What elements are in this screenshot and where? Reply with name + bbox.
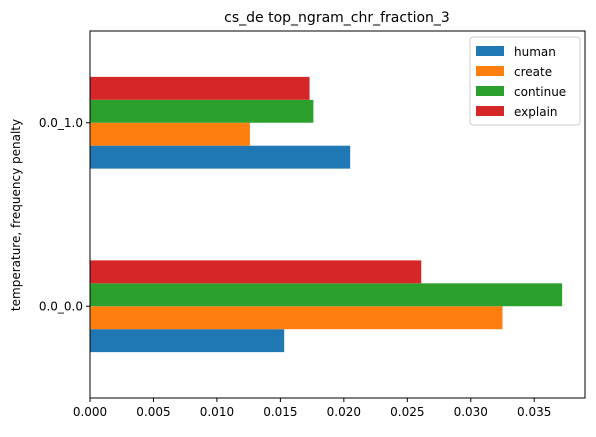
x-tick-label: 0.020	[327, 405, 361, 419]
bar-create-0.0_0.0	[90, 306, 503, 330]
bar-create-0.0_1.0	[90, 122, 250, 146]
legend-swatch-create	[476, 66, 504, 76]
bar-human-0.0_1.0	[90, 145, 351, 169]
legend-label-explain: explain	[514, 105, 558, 119]
bar-explain-0.0_1.0	[90, 76, 310, 100]
legend-label-continue: continue	[514, 85, 566, 99]
x-tick-label: 0.025	[390, 405, 424, 419]
plot-frame	[89, 30, 586, 399]
legend: human create continue explain	[469, 36, 581, 126]
legend-swatch-continue	[476, 86, 504, 96]
y-axis-title: temperature, frequency penalty	[9, 119, 23, 311]
x-tick-label: 0.000	[73, 405, 107, 419]
bar-continue-0.0_0.0	[90, 283, 563, 307]
legend-swatch-human	[476, 46, 504, 56]
x-tick-label: 0.015	[263, 405, 297, 419]
y-tick-label: 0.0_1.0	[39, 116, 83, 130]
bar-explain-0.0_0.0	[90, 260, 422, 284]
x-tick-label: 0.035	[517, 405, 551, 419]
legend-swatch-explain	[476, 106, 504, 116]
legend-label-human: human	[514, 45, 556, 59]
axes-layer: 0.0_0.0 0.0_1.0 0.000 0.005 0.010 0.015 0.020 0…	[39, 30, 586, 419]
bar-human-0.0_0.0	[90, 329, 285, 353]
y-tick-label: 0.0_0.0	[39, 299, 83, 313]
x-tick-label: 0.005	[136, 405, 170, 419]
chart-title: cs_de top_ngram_chr_fraction_3	[224, 10, 450, 26]
bar-continue-0.0_1.0	[90, 99, 314, 123]
legend-box	[469, 36, 581, 126]
legend-label-create: create	[514, 65, 552, 79]
bars-layer	[90, 76, 563, 353]
x-tick-label: 0.010	[200, 405, 234, 419]
x-tick-label: 0.030	[454, 405, 488, 419]
